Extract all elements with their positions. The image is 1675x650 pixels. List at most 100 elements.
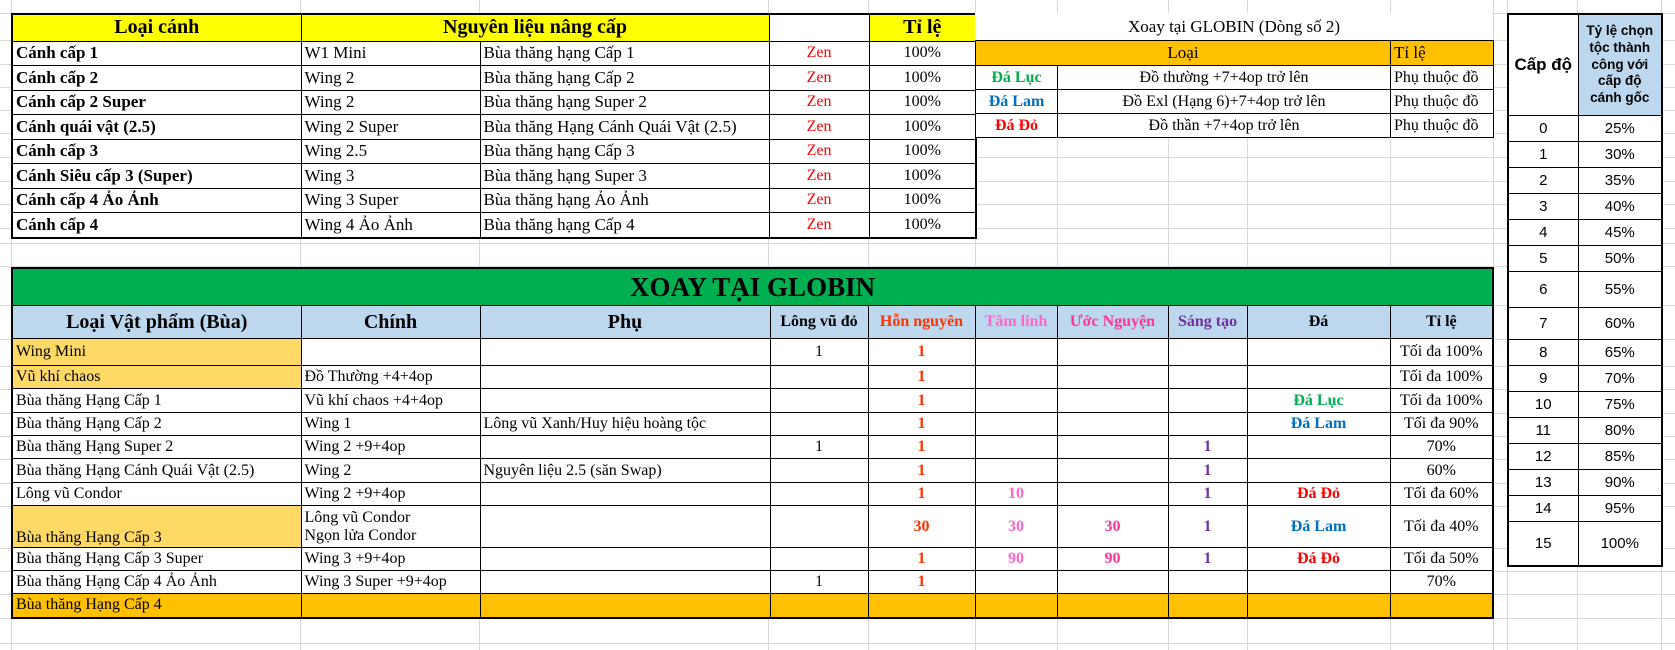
cell-creation[interactable] xyxy=(1167,338,1248,366)
cell-stone[interactable] xyxy=(1246,458,1391,483)
cell-item[interactable]: Wing Mini xyxy=(11,338,302,366)
cell-chaos[interactable]: 1 xyxy=(867,435,976,459)
cell-spirit[interactable] xyxy=(974,388,1058,413)
cell-globin-rate[interactable]: Tối đa 100% xyxy=(1389,388,1494,413)
cell-main[interactable]: Lông vũ Condor Ngọn lửa Condor xyxy=(300,505,481,548)
cell-stone[interactable] xyxy=(1246,338,1391,366)
cell-currency[interactable]: Zen xyxy=(768,187,870,213)
cell-currency[interactable]: Zen xyxy=(768,40,870,66)
cell-level[interactable]: 6 xyxy=(1507,271,1579,308)
header-wish[interactable]: Ước Nguyện xyxy=(1056,305,1169,339)
cell-main[interactable]: Wing 3 Super +9+4op xyxy=(300,570,481,594)
cell-level-rate[interactable]: 50% xyxy=(1577,245,1663,272)
cell-chaos[interactable]: 1 xyxy=(867,365,976,389)
cell-globin-rate[interactable]: 60% xyxy=(1389,458,1494,483)
header-rate[interactable]: Tỉ lệ xyxy=(868,13,977,42)
cell-main[interactable] xyxy=(300,593,481,618)
cell-sub[interactable]: Nguyên liệu 2.5 (săn Swap) xyxy=(479,458,771,483)
header-spirit[interactable]: Tâm linh xyxy=(974,305,1058,339)
cell-stone-rate[interactable]: Phụ thuộc đồ xyxy=(1390,113,1494,138)
cell-wing-type[interactable]: Cánh cấp 1 xyxy=(11,40,302,66)
cell-charm[interactable]: Bùa thăng Hạng Cánh Quái Vật (2.5) xyxy=(479,114,770,140)
cell-creation[interactable] xyxy=(1167,365,1248,389)
cell-level-rate[interactable]: 35% xyxy=(1577,167,1663,194)
cell-sub[interactable] xyxy=(479,547,771,571)
cell-spirit[interactable] xyxy=(974,412,1058,436)
cell-level-rate[interactable]: 80% xyxy=(1577,417,1663,444)
cell-level-rate[interactable]: 40% xyxy=(1577,193,1663,220)
cell-globin-rate[interactable]: Tối đa 50% xyxy=(1389,547,1494,571)
cell-wish[interactable] xyxy=(1056,570,1169,594)
cell-main-material[interactable]: Wing 3 xyxy=(300,163,481,189)
cell-sub[interactable] xyxy=(479,482,771,506)
cell-level-rate[interactable]: 25% xyxy=(1577,115,1663,142)
cell-currency[interactable]: Zen xyxy=(768,65,870,91)
cell-item[interactable]: Vũ khí chaos xyxy=(11,365,302,389)
cell-chaos[interactable]: 30 xyxy=(867,505,976,548)
cell-sub[interactable] xyxy=(479,338,771,366)
header-upgrade-materials[interactable]: Nguyên liệu nâng cấp xyxy=(300,13,770,42)
cell-main-material[interactable]: Wing 2.5 xyxy=(300,138,481,164)
cell-wing-type[interactable]: Cánh cấp 4 xyxy=(11,212,302,238)
cell-creation[interactable] xyxy=(1167,412,1248,436)
cell-sub[interactable] xyxy=(479,505,771,548)
cell-main-material[interactable]: W1 Mini xyxy=(300,40,481,66)
cell-currency[interactable]: Zen xyxy=(768,163,870,189)
cell-stone[interactable]: Đá Đỏ xyxy=(1246,482,1391,506)
cell-red-feather[interactable] xyxy=(769,412,869,436)
cell-item[interactable]: Bùa thăng Hạng Cấp 1 xyxy=(11,388,302,413)
cell-sub[interactable]: Lông vũ Xanh/Huy hiệu hoàng tộc xyxy=(479,412,771,436)
cell-item[interactable]: Lông vũ Condor xyxy=(11,482,302,506)
cell-level-rate[interactable]: 95% xyxy=(1577,495,1663,522)
cell-main[interactable]: Wing 2 +9+4op xyxy=(300,482,481,506)
cell-charm[interactable]: Bùa thăng hạng Ảo Ảnh xyxy=(479,187,770,213)
cell-chaos[interactable]: 1 xyxy=(867,482,976,506)
cell-sub[interactable] xyxy=(479,388,771,413)
cell-red-feather[interactable] xyxy=(769,505,869,548)
cell-level-rate[interactable]: 30% xyxy=(1577,141,1663,168)
cell-stone[interactable] xyxy=(1246,593,1391,618)
cell-creation[interactable] xyxy=(1167,593,1248,618)
cell-stone[interactable]: Đá Lam xyxy=(1246,412,1391,436)
cell-main[interactable]: Đồ Thường +4+4op xyxy=(300,365,481,389)
cell-charm[interactable]: Bùa thăng hạng Cấp 1 xyxy=(479,40,770,66)
cell-wing-type[interactable]: Cánh cấp 3 xyxy=(11,138,302,164)
cell-wing-type[interactable]: Cánh Siêu cấp 3 (Super) xyxy=(11,163,302,189)
cell-main[interactable]: Wing 1 xyxy=(300,412,481,436)
cell-rate[interactable]: 100% xyxy=(868,114,977,140)
cell-level[interactable]: 4 xyxy=(1507,219,1579,246)
cell-red-feather[interactable]: 1 xyxy=(769,338,869,366)
header-item-type[interactable]: Loại Vật phẩm (Bùa) xyxy=(11,305,302,339)
cell-level[interactable]: 7 xyxy=(1507,307,1579,340)
cell-item[interactable]: Bùa thăng Hạng Cấp 3 Super xyxy=(11,547,302,571)
cell-stone[interactable]: Đá Lục xyxy=(1246,388,1391,413)
cell-currency[interactable]: Zen xyxy=(768,89,870,115)
cell-main[interactable]: Wing 2 +9+4op xyxy=(300,435,481,459)
cell-rate[interactable]: 100% xyxy=(868,89,977,115)
cell-level[interactable]: 8 xyxy=(1507,339,1579,366)
cell-charm[interactable]: Bùa thăng hạng Super 2 xyxy=(479,89,770,115)
cell-level[interactable]: 1 xyxy=(1507,141,1579,168)
cell-level[interactable]: 5 xyxy=(1507,245,1579,272)
cell-stone-rate[interactable]: Phụ thuộc đồ xyxy=(1390,65,1494,90)
cell-rate[interactable]: 100% xyxy=(868,163,977,189)
cell-stone[interactable] xyxy=(1246,365,1391,389)
header-stone[interactable]: Đá xyxy=(1246,305,1391,339)
header-main[interactable]: Chính xyxy=(300,305,481,339)
cell-wish[interactable] xyxy=(1056,593,1169,618)
globin-line2-title[interactable]: Xoay tại GLOBIN (Dòng số 2) xyxy=(975,13,1493,40)
cell-item[interactable]: Bùa thăng Hạng Cấp 4 Ảo Ảnh xyxy=(11,570,302,594)
cell-globin-rate[interactable]: Tối đa 90% xyxy=(1389,412,1494,436)
cell-level[interactable]: 10 xyxy=(1507,391,1579,418)
cell-globin-rate[interactable]: Tối đa 100% xyxy=(1389,365,1494,389)
cell-level-rate[interactable]: 75% xyxy=(1577,391,1663,418)
globin-table-title[interactable]: XOAY TẠI GLOBIN xyxy=(11,267,1494,306)
cell-level[interactable]: 11 xyxy=(1507,417,1579,444)
cell-wing-type[interactable]: Cánh cấp 4 Ảo Ảnh xyxy=(11,187,302,213)
header-chaos[interactable]: Hỗn nguyên xyxy=(867,305,976,339)
cell-spirit[interactable] xyxy=(974,593,1058,618)
cell-level-rate[interactable]: 45% xyxy=(1577,219,1663,246)
cell-wing-type[interactable]: Cánh cấp 2 Super xyxy=(11,89,302,115)
cell-globin-rate[interactable]: Tối đa 40% xyxy=(1389,505,1494,548)
cell-spirit[interactable]: 10 xyxy=(974,482,1058,506)
